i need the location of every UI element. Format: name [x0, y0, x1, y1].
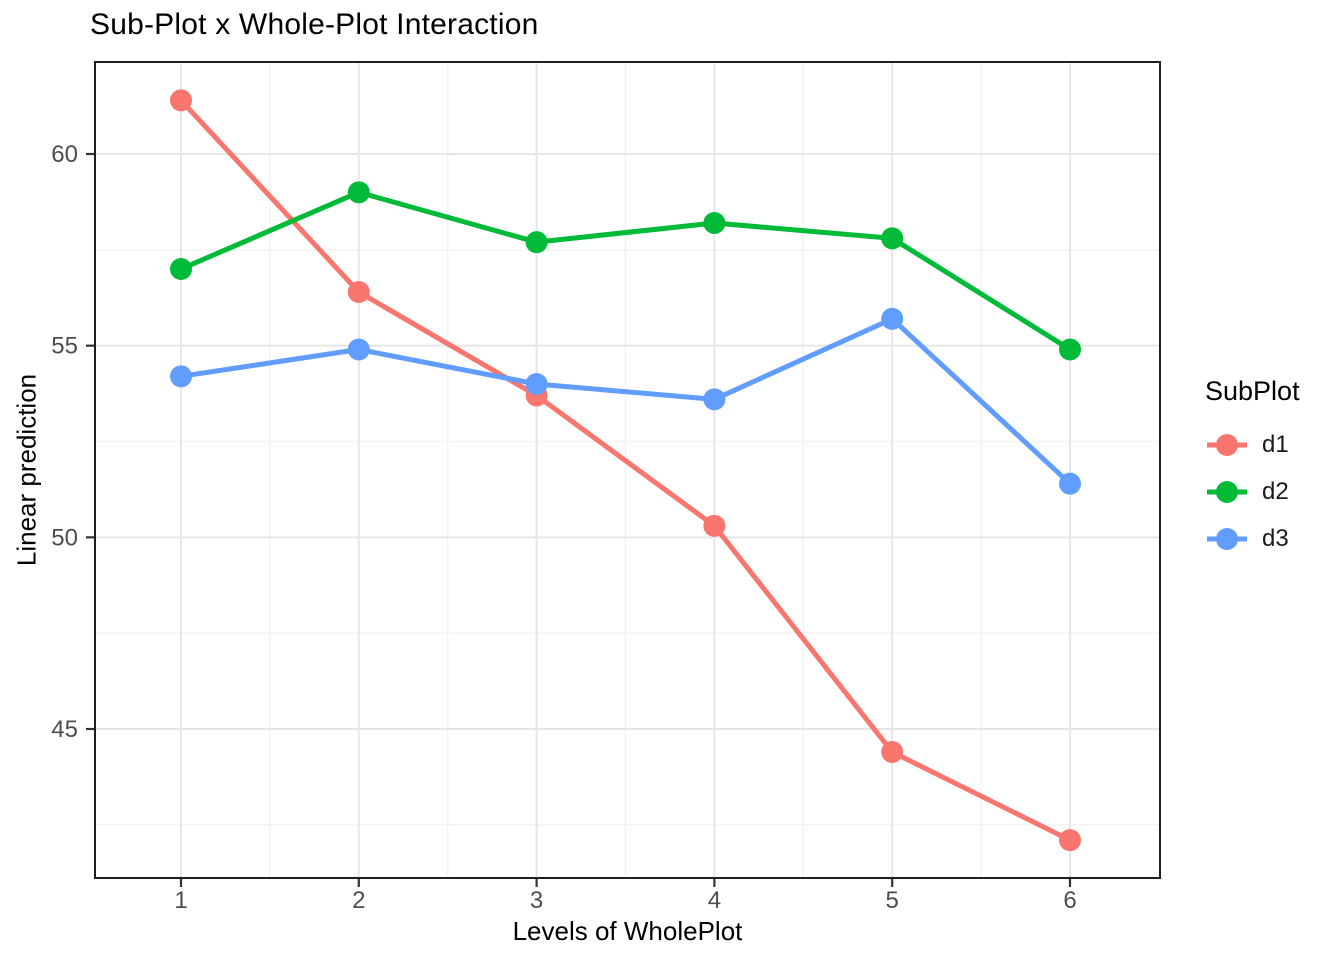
y-tick-label: 60: [51, 141, 78, 168]
legend-key-icon: [1207, 433, 1247, 456]
data-point-d3: [703, 388, 726, 411]
data-point-d1: [170, 89, 192, 112]
legend-item-label: d3: [1262, 524, 1289, 552]
data-point-d3: [1059, 472, 1081, 495]
x-axis-title: Levels of WholePlot: [512, 916, 743, 946]
data-point-d2: [1059, 338, 1081, 361]
data-point-d1: [881, 740, 904, 763]
legend-items: d1 d2 d3: [1205, 421, 1300, 562]
data-point-d2: [881, 227, 904, 250]
legend-item-label: d2: [1262, 477, 1289, 505]
series-line-d1: [179, 98, 1072, 843]
legend-key-point: [1216, 433, 1238, 456]
series-line-d3: [180, 316, 1072, 486]
legend-key-point: [1216, 480, 1238, 503]
legend-item-d3: d3: [1205, 515, 1300, 562]
legend-item-label: d1: [1262, 430, 1289, 458]
x-tick-label: 5: [886, 887, 899, 914]
data-point-d1: [347, 280, 370, 303]
y-tick-label: 55: [51, 333, 78, 360]
data-point-d2: [525, 231, 548, 254]
x-tick-label: 3: [530, 887, 543, 914]
legend-key-icon: [1207, 480, 1247, 503]
x-tick-label: 4: [708, 887, 721, 914]
chart-title: Sub-Plot x Whole-Plot Interaction: [90, 8, 539, 41]
legend-item-d2: d2: [1205, 468, 1300, 515]
data-point-d3: [525, 372, 548, 395]
legend-key-point: [1216, 527, 1238, 550]
y-tick-label: 50: [51, 524, 78, 551]
series-line-d2: [180, 189, 1072, 352]
data-point-d3: [347, 338, 370, 361]
data-point-d2: [347, 181, 370, 204]
legend-item-d1: d1: [1205, 421, 1300, 468]
data-point-d1: [703, 514, 726, 537]
data-point-d3: [170, 365, 192, 388]
legend: SubPlot d1 d2 d3: [1205, 376, 1300, 562]
data-point-d3: [881, 307, 904, 330]
panel-border: [94, 61, 1161, 879]
legend-title: SubPlot: [1205, 376, 1300, 406]
data-point-d2: [703, 211, 726, 234]
y-axis-title: Linear prediction: [11, 373, 42, 567]
data-point-d2: [170, 257, 192, 280]
x-tick-label: 2: [352, 887, 365, 914]
x-tick-label: 6: [1063, 887, 1076, 914]
data-point-d1: [1059, 829, 1081, 852]
y-tick-label: 45: [51, 716, 78, 743]
x-tick-label: 1: [174, 887, 187, 914]
legend-key-icon: [1207, 527, 1247, 550]
